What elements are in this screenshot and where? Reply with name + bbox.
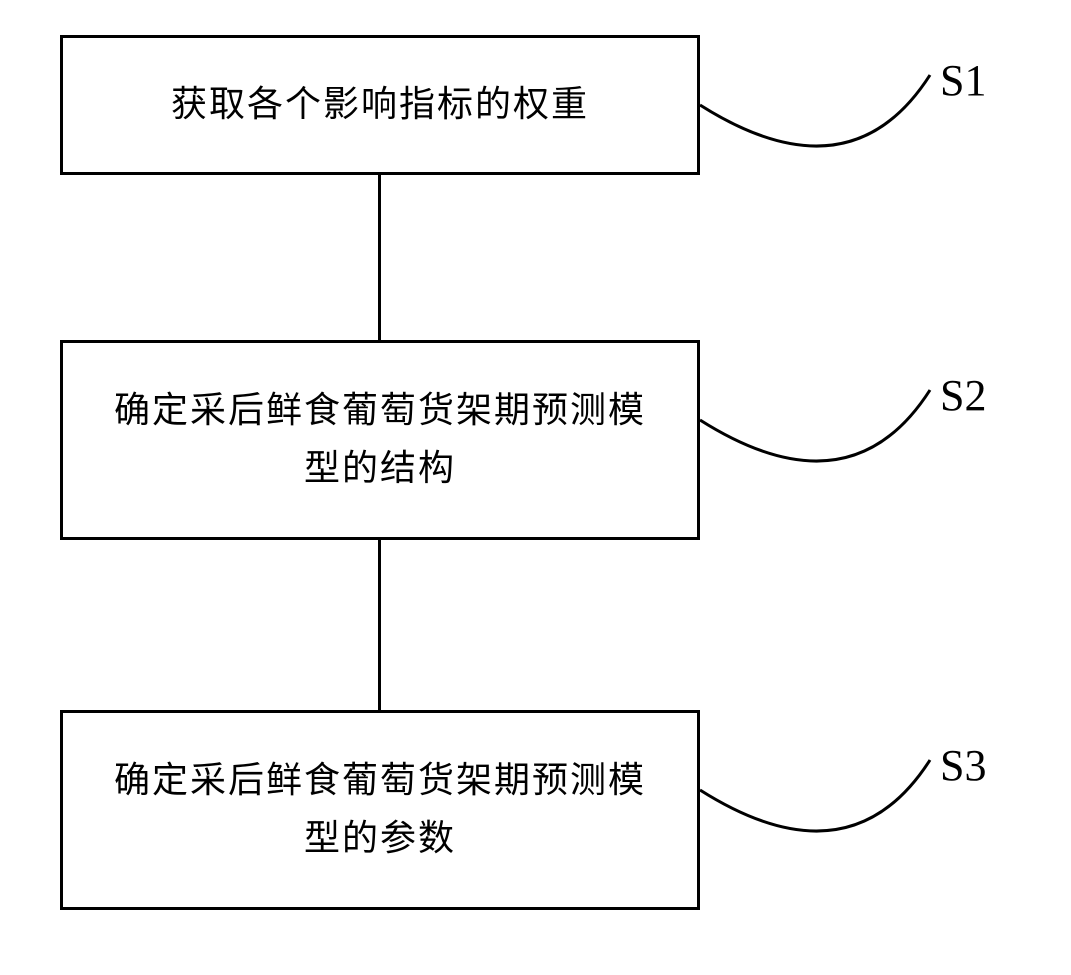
flowchart-canvas: 获取各个影响指标的权重 S1 确定采后鲜食葡萄货架期预测模型的结构 S2 确定采… <box>0 0 1071 975</box>
edge-s1-s2 <box>378 175 381 340</box>
label-s2: S2 <box>940 370 986 421</box>
node-s3-text: 确定采后鲜食葡萄货架期预测模型的参数 <box>103 752 657 867</box>
label-s1: S1 <box>940 55 986 106</box>
node-s2-text: 确定采后鲜食葡萄货架期预测模型的结构 <box>103 382 657 497</box>
label-s3: S3 <box>940 740 986 791</box>
node-s2: 确定采后鲜食葡萄货架期预测模型的结构 <box>60 340 700 540</box>
node-s1: 获取各个影响指标的权重 <box>60 35 700 175</box>
node-s3: 确定采后鲜食葡萄货架期预测模型的参数 <box>60 710 700 910</box>
edge-s2-s3 <box>378 540 381 710</box>
node-s1-text: 获取各个影响指标的权重 <box>171 76 589 134</box>
